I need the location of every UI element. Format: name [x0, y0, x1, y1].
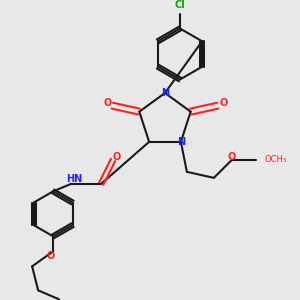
Text: OCH₃: OCH₃ — [265, 155, 287, 164]
Text: O: O — [112, 152, 120, 162]
Text: O: O — [104, 98, 112, 108]
Text: N: N — [161, 88, 169, 98]
Text: HN: HN — [66, 174, 82, 184]
Text: Cl: Cl — [175, 1, 185, 10]
Text: O: O — [46, 251, 54, 261]
Text: O: O — [220, 98, 228, 108]
Text: N: N — [177, 137, 185, 147]
Text: O: O — [228, 152, 236, 162]
